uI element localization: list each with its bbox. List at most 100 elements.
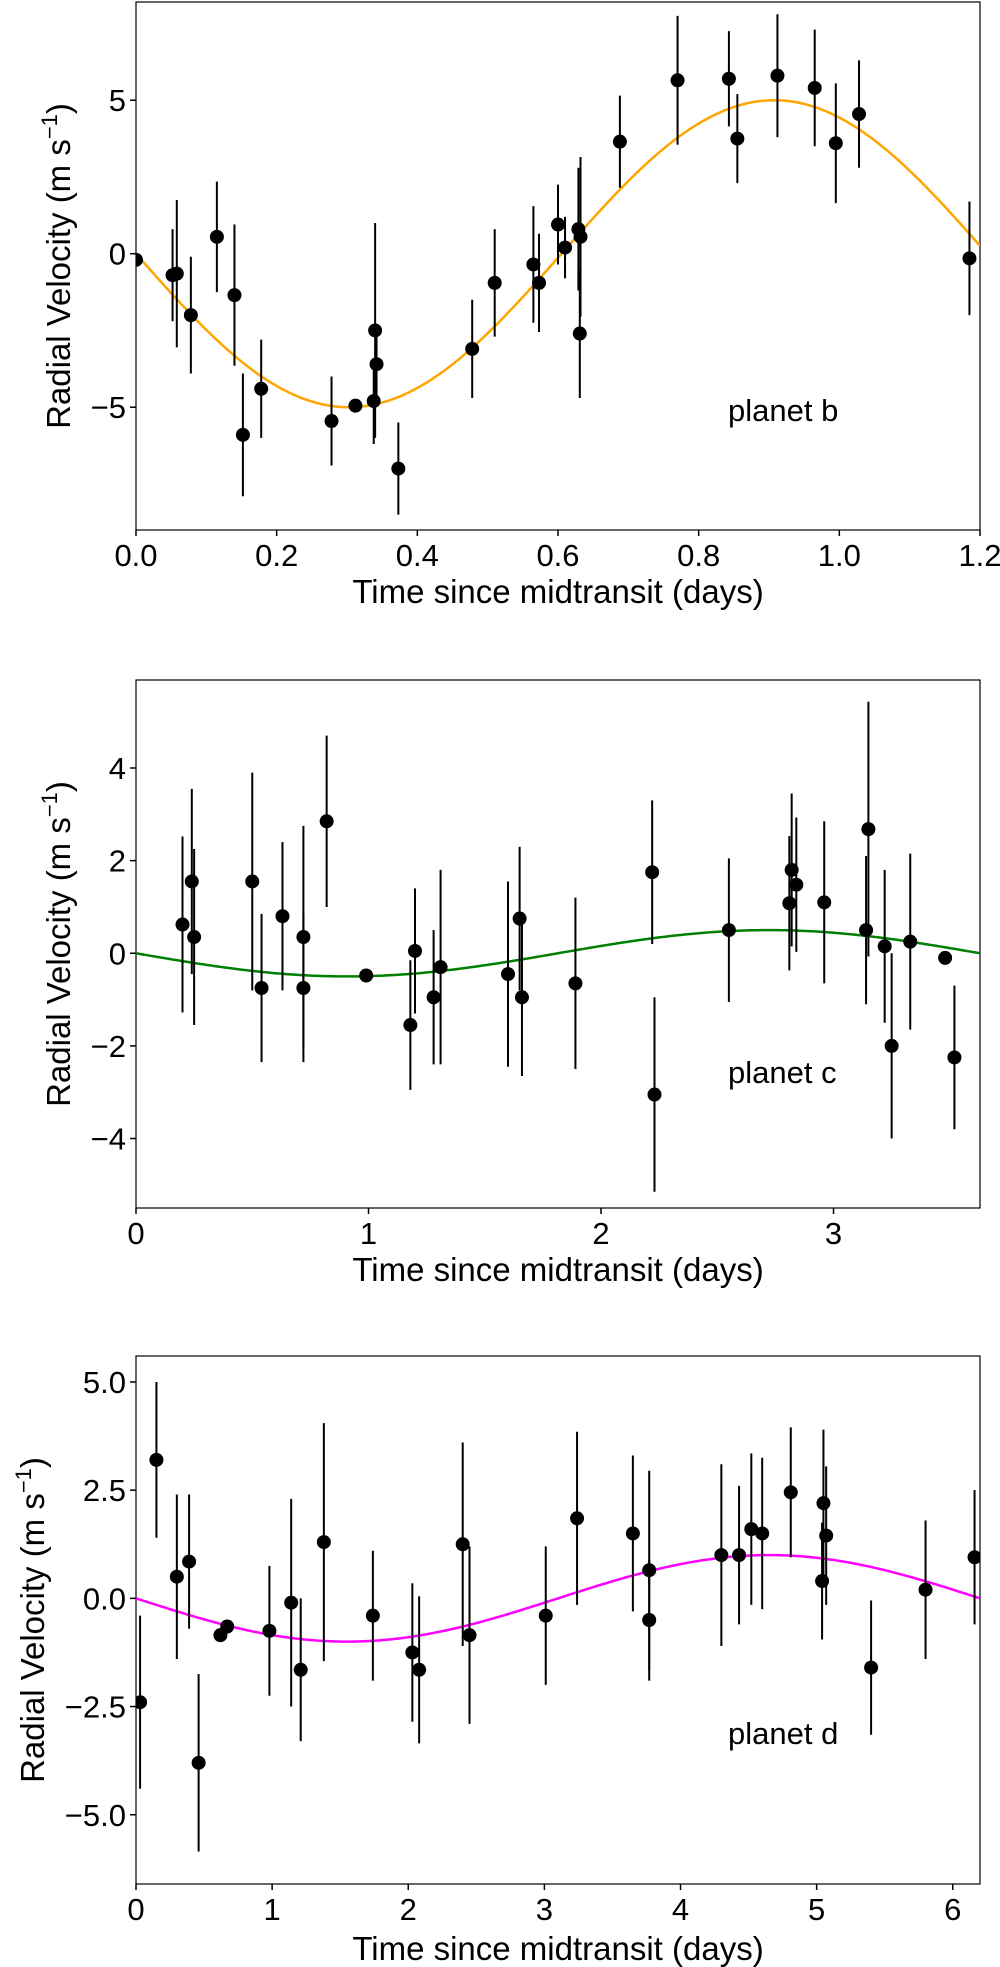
data-point-b [807,80,822,95]
data-point-c [947,1050,962,1065]
data-point-c [275,909,290,924]
x-tick-label-d: 4 [672,1892,689,1927]
data-points-d [136,1381,980,1852]
data-point-b [235,427,250,442]
y-tick-label-d: 2.5 [83,1473,126,1508]
y-tick-label-c: 2 [109,844,126,879]
axis-ticks-d: 0 1 2 3 4 5 6 −5.0 −2.5 0.0 2.5 5.0 [65,1365,962,1927]
y-axis-label-sup-c: −1 [37,792,62,817]
panel-annotation-d: planet d [728,1716,838,1751]
data-point-d [412,1662,427,1677]
data-point-b [532,275,547,290]
data-point-c [245,874,260,889]
data-point-b [369,357,384,372]
data-point-d [462,1628,477,1643]
data-point-c [319,814,334,829]
x-axis-label-b: Time since midtransit (days) [352,573,763,610]
data-point-c [408,943,423,958]
data-point-d [642,1613,657,1627]
data-point-b [770,68,785,83]
data-point-d [405,1645,420,1660]
data-point-b [366,394,381,409]
data-point-d [967,1550,980,1565]
data-point-d [284,1595,299,1610]
data-point-b [254,381,269,396]
data-point-b [721,71,736,86]
data-point-c [647,1087,662,1102]
data-point-d [625,1526,640,1541]
data-point-c [903,934,918,949]
x-axis-label-d: Time since midtransit (days) [352,1930,763,1967]
data-point-d [191,1755,206,1770]
y-tick-label-d: −2.5 [65,1690,126,1725]
data-point-b [526,257,541,272]
x-tick-label-b: 0.0 [114,538,157,573]
data-point-c [359,968,374,983]
data-point-b [573,229,588,244]
data-point-d [169,1569,184,1584]
data-point-c [175,917,190,932]
data-point-d [816,1496,831,1511]
data-point-c [859,923,874,938]
data-point-d [714,1548,729,1563]
data-point-b [136,252,143,267]
y-tick-label-b: 0 [109,237,126,272]
data-point-c [782,896,797,911]
data-point-b [612,134,627,149]
plot-frame-c [135,679,981,1209]
model-curve-c [136,928,980,978]
data-point-d [220,1619,235,1634]
x-tick-label-b: 0.2 [255,538,298,573]
data-points-b [136,14,977,515]
y-axis-label-c: Radial Velocity (m s−1) [37,781,77,1107]
x-tick-label-d: 0 [127,1892,144,1927]
data-point-c [884,1038,899,1053]
data-point-b [391,461,406,476]
data-point-c [938,950,953,965]
data-point-d [182,1554,197,1569]
data-point-d [262,1623,277,1638]
data-point-d [365,1608,380,1623]
data-point-c [817,895,832,910]
data-point-c [501,967,516,982]
data-point-d [538,1608,553,1623]
x-tick-label-d: 3 [536,1892,553,1927]
data-point-b [572,326,587,341]
data-point-b [558,240,573,255]
data-point-c [426,990,441,1005]
data-point-b [368,323,383,338]
data-point-c [403,1018,418,1033]
plot-frame-d [135,1355,981,1885]
data-point-d [732,1548,747,1563]
panel-planet-c: 0 1 2 3 −4 −2 0 2 4 planet c Time since midtrans… [37,679,981,1288]
data-point-c [187,930,202,945]
data-point-d [570,1511,585,1526]
data-point-b [209,229,224,244]
x-tick-label-c: 3 [825,1216,842,1251]
y-tick-label-b: −5 [91,390,126,425]
y-axis-label-sup-b: −1 [37,114,62,139]
x-tick-label-b: 0.4 [396,538,439,573]
data-point-b [852,107,867,122]
model-line-d [136,1553,980,1643]
y-axis-label-b: Radial Velocity (m s−1) [37,103,77,429]
data-point-c [184,874,199,889]
data-point-c [789,877,804,892]
data-point-b [962,251,977,266]
y-axis-label-end-d: ) [14,1457,51,1468]
axis-ticks-c: 0 1 2 3 −4 −2 0 2 4 [91,751,843,1251]
data-point-b [183,308,198,323]
data-point-b [828,136,843,151]
data-point-d [149,1452,164,1467]
data-point-b [551,217,565,232]
y-tick-label-c: −4 [91,1122,126,1157]
y-tick-label-b: 5 [109,83,126,118]
x-axis-label-c: Time since midtransit (days) [352,1251,763,1288]
data-point-b [324,414,339,429]
x-tick-label-d: 6 [944,1892,961,1927]
y-tick-label-d: 0.0 [83,1581,126,1616]
data-point-d [918,1582,933,1597]
axis-ticks-b: 0.0 0.2 0.4 0.6 0.8 1.0 1.2 −5 0 5 [91,83,1000,573]
y-tick-label-c: −2 [91,1029,126,1064]
